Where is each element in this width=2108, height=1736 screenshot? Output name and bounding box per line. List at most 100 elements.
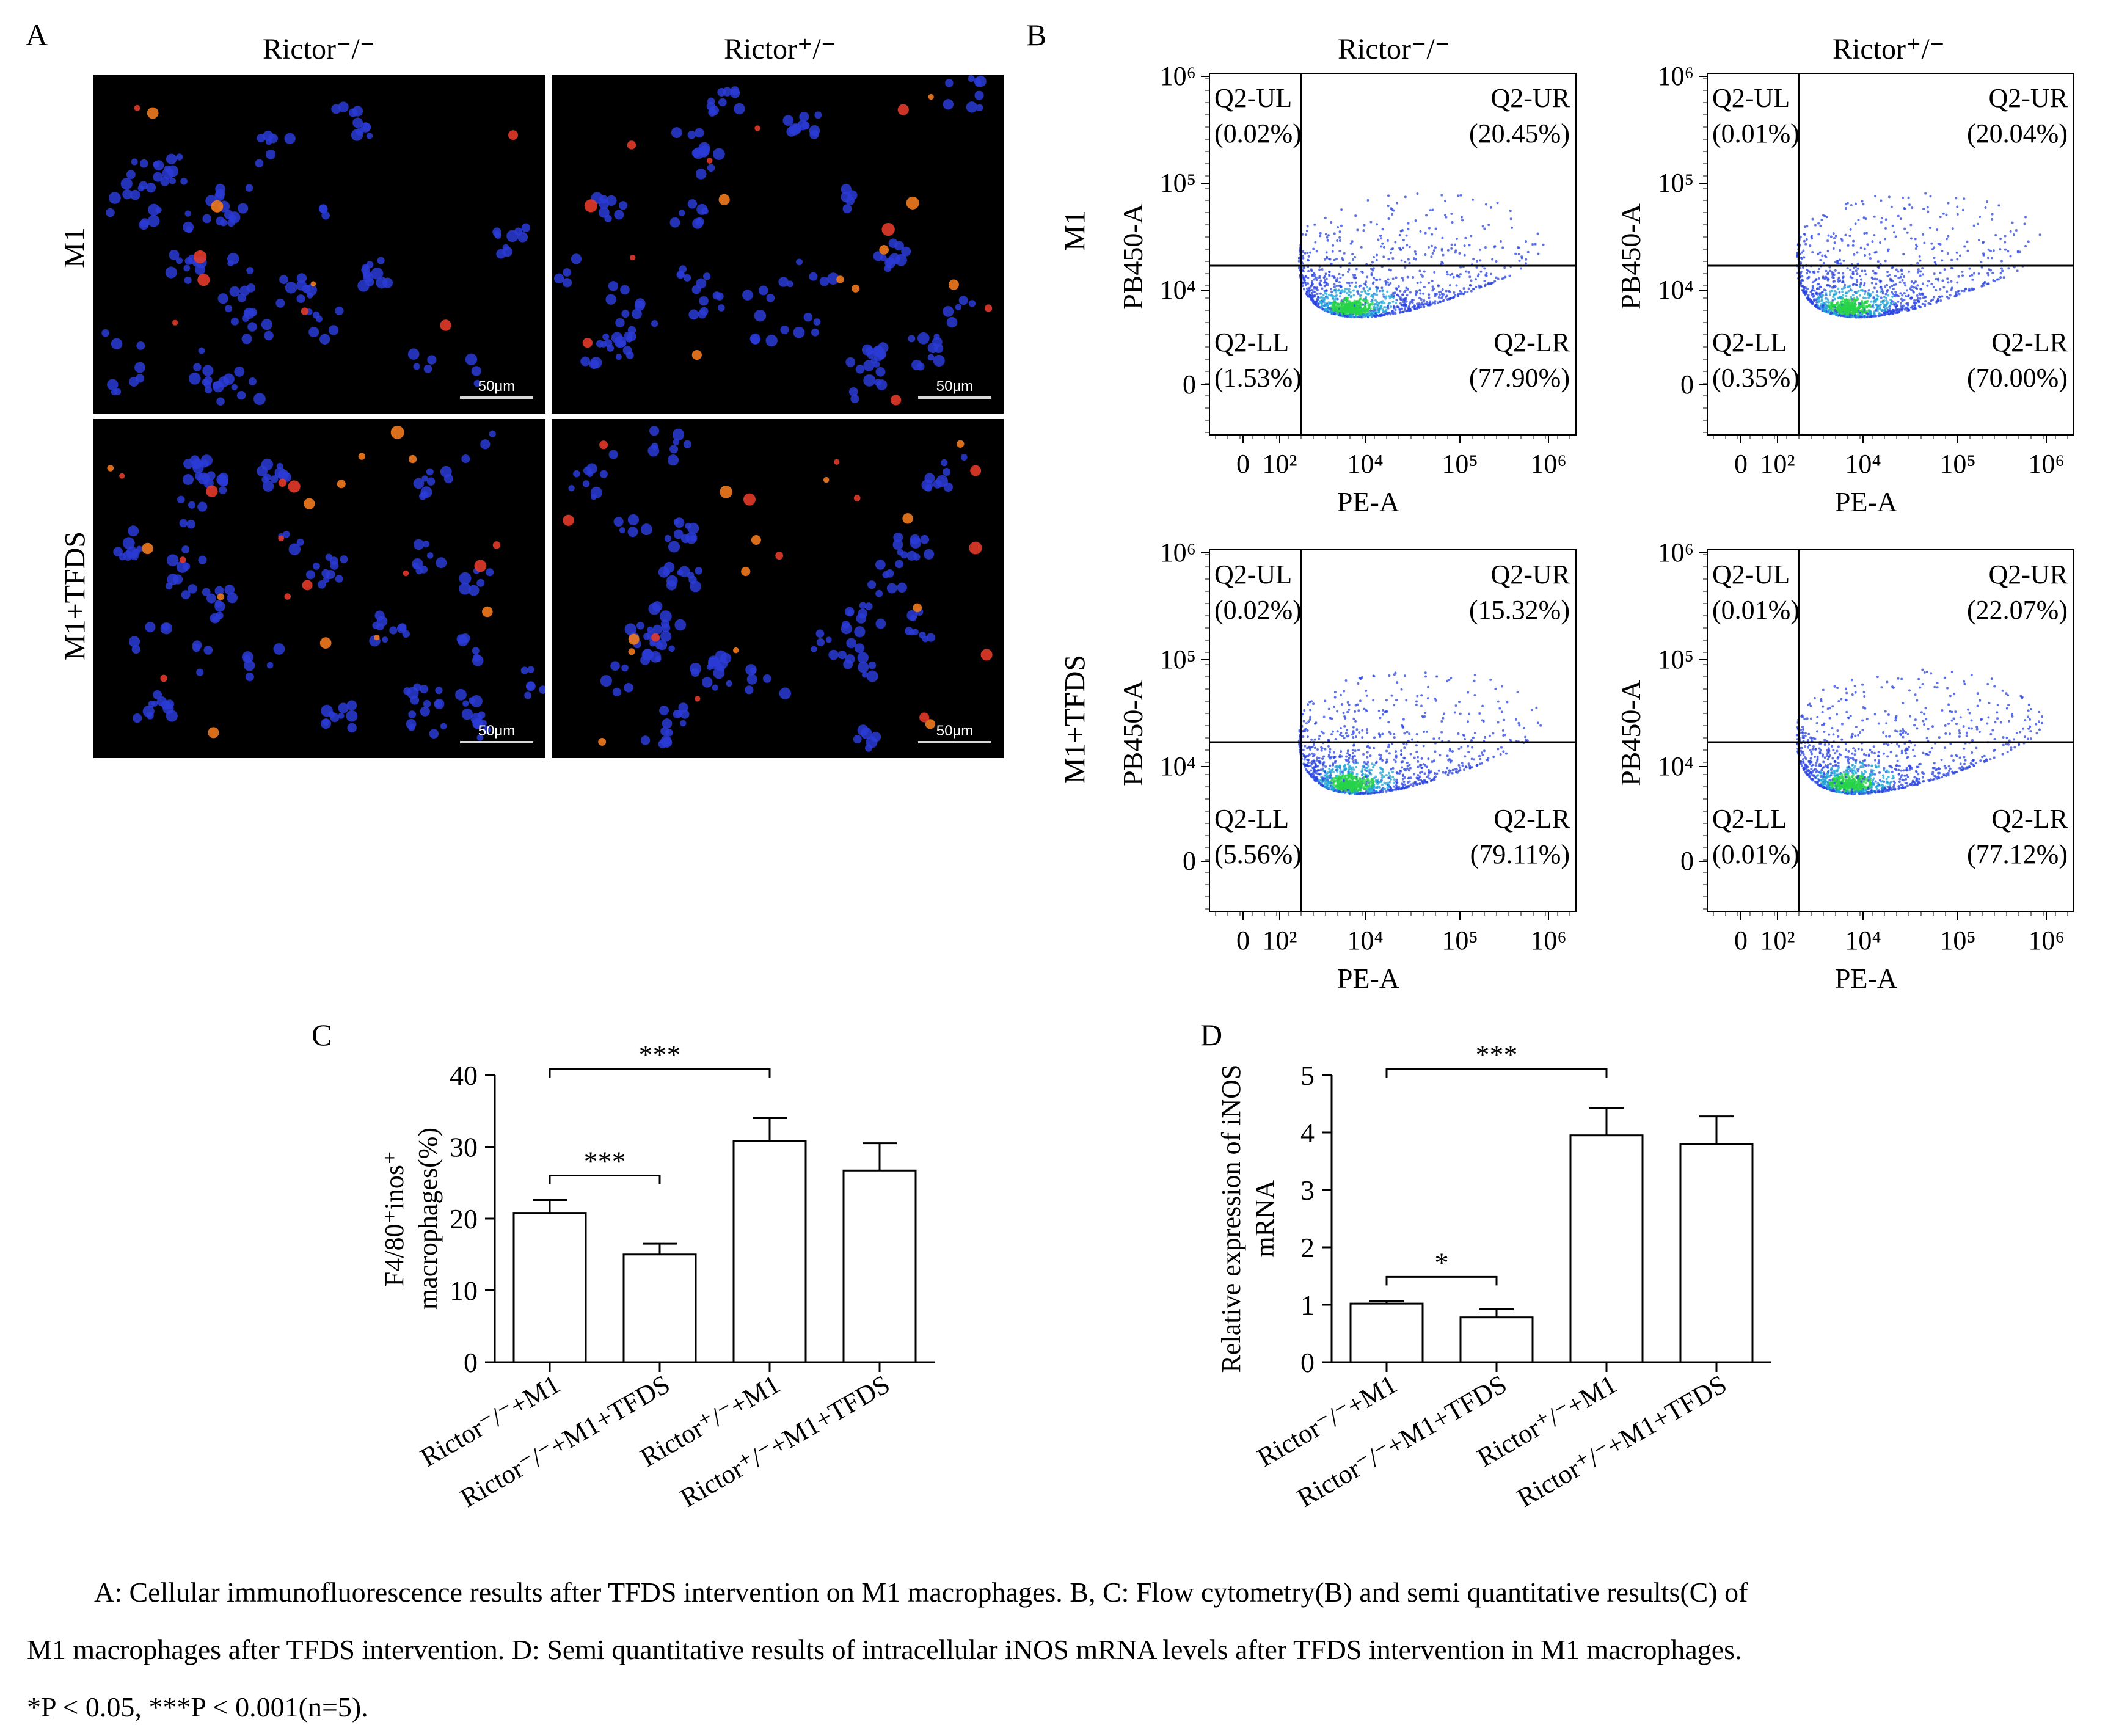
event-dot [1364, 302, 1366, 305]
event-dot [1404, 309, 1407, 312]
event-dot [1354, 286, 1357, 288]
event-dot [1305, 722, 1308, 724]
event-dot [2000, 272, 2002, 274]
event-dot [1327, 234, 1330, 236]
event-dot [1809, 271, 1811, 273]
event-dot [1375, 762, 1377, 764]
marker-signal [301, 307, 308, 315]
event-dot [1423, 286, 1426, 288]
event-dot [1908, 309, 1910, 312]
event-dot [1892, 293, 1894, 295]
event-dot [1435, 772, 1438, 775]
nucleus [426, 469, 434, 476]
nucleus [920, 535, 929, 544]
event-dot [1833, 290, 1836, 293]
event-dot [1402, 718, 1405, 721]
event-dot [1382, 293, 1385, 296]
event-dot [1333, 751, 1335, 754]
event-dot [1491, 258, 1493, 260]
marker-signal [775, 552, 783, 560]
event-dot [1458, 275, 1461, 278]
event-dot [1464, 254, 1466, 257]
event-dot [1906, 289, 1908, 291]
nucleus [377, 257, 385, 264]
marker-signal [493, 541, 501, 549]
event-dot [1469, 285, 1472, 287]
event-dot [1376, 288, 1378, 291]
nucleus [202, 588, 211, 597]
event-dot [1399, 296, 1402, 299]
nucleus [855, 643, 864, 653]
nucleus [583, 480, 590, 487]
event-dot [1826, 239, 1829, 242]
event-dot [1438, 770, 1440, 772]
x-tick-label: 0 [1236, 449, 1250, 479]
event-dot [1321, 268, 1324, 271]
nucleus [247, 322, 257, 332]
event-dot [1892, 288, 1895, 290]
event-dot [1910, 289, 1913, 291]
event-dot [1382, 289, 1384, 291]
nucleus [843, 204, 852, 213]
nucleus [136, 341, 145, 350]
nucleus [377, 616, 388, 627]
event-dot [1467, 720, 1469, 723]
marker-signal [585, 199, 597, 212]
marker-signal [180, 556, 186, 563]
event-dot [1855, 292, 1857, 294]
nucleus [329, 325, 338, 335]
event-dot [1407, 222, 1410, 225]
nucleus [606, 195, 616, 206]
event-dot [1341, 274, 1344, 276]
event-dot [1313, 744, 1315, 746]
event-dot [1309, 252, 1311, 254]
event-dot [1840, 302, 1842, 304]
event-dot [1332, 295, 1335, 297]
event-dot [1900, 298, 1903, 301]
event-dot [1922, 233, 1924, 236]
event-dot [1452, 769, 1454, 771]
event-dot [1401, 760, 1404, 763]
quadrant-percent-ul: (0.01%) [1712, 119, 1800, 148]
event-dot [1946, 238, 1948, 240]
nucleus [367, 133, 373, 139]
nucleus [966, 101, 977, 112]
nucleus [702, 677, 713, 688]
event-dot [1426, 781, 1428, 784]
event-dot [1823, 288, 1826, 291]
event-dot [1875, 251, 1878, 253]
y-tick-label: 10⁵ [1658, 168, 1694, 198]
event-dot [1840, 296, 1842, 299]
event-dot [1358, 731, 1360, 734]
event-dot [1836, 314, 1838, 316]
event-dot [1917, 268, 1920, 271]
event-dot [1400, 230, 1402, 233]
nucleus [253, 393, 266, 405]
nucleus [188, 501, 195, 509]
event-dot [1323, 304, 1326, 307]
event-dot [1450, 247, 1453, 250]
nucleus [893, 533, 903, 542]
event-dot [1841, 312, 1844, 314]
nucleus [676, 710, 683, 717]
nucleus [828, 650, 839, 660]
event-dot [1832, 296, 1834, 298]
event-dot [1328, 271, 1330, 273]
x-tick-label: 10⁶ [1530, 449, 1566, 479]
event-dot [1421, 304, 1424, 306]
nucleus [459, 583, 471, 595]
event-dot [1983, 282, 1986, 284]
event-dot [1886, 275, 1889, 277]
marker-signal [913, 604, 922, 613]
nucleus [357, 280, 370, 292]
quadrant-percent-lr: (70.00%) [1967, 363, 2068, 393]
event-dot [1944, 268, 1946, 271]
event-dot [1307, 252, 1309, 254]
marker-signal [208, 727, 219, 738]
event-dot [1874, 195, 1876, 197]
event-dot [1413, 307, 1416, 310]
nucleus [713, 291, 721, 299]
event-dot [1371, 272, 1373, 275]
event-dot [1804, 243, 1807, 246]
nucleus [688, 575, 696, 583]
